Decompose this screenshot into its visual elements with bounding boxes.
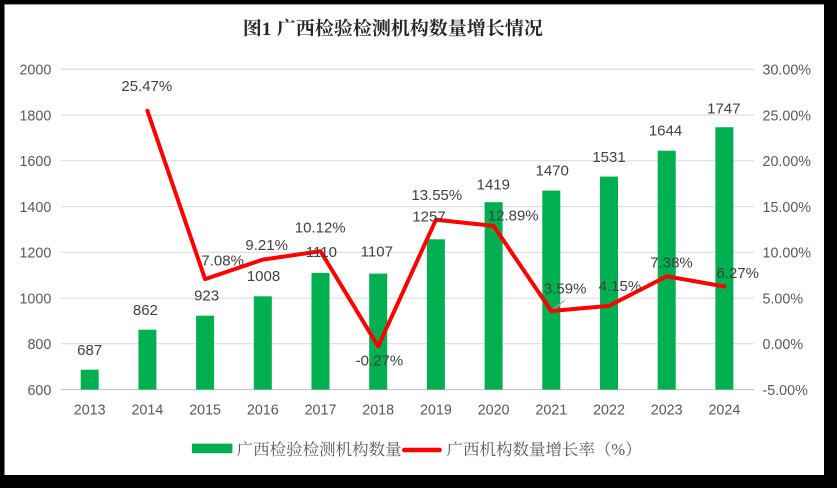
svg-text:1000: 1000 [19, 291, 51, 307]
svg-text:7.08%: 7.08% [201, 253, 244, 270]
svg-text:1: 1 [262, 19, 272, 40]
svg-text:0.00%: 0.00% [763, 337, 804, 353]
svg-text:-5.00%: -5.00% [763, 383, 809, 399]
svg-text:10.12%: 10.12% [295, 220, 346, 237]
svg-text:862: 862 [133, 302, 158, 319]
svg-text:%: % [611, 440, 625, 459]
svg-text:1470: 1470 [536, 163, 569, 180]
svg-text:12.89%: 12.89% [488, 208, 539, 225]
svg-text:25.00%: 25.00% [763, 108, 812, 124]
svg-text:7.38%: 7.38% [650, 255, 693, 272]
svg-text:2019: 2019 [420, 403, 452, 419]
svg-text:1107: 1107 [361, 244, 393, 261]
svg-text:2013: 2013 [74, 403, 106, 419]
svg-text:687: 687 [77, 342, 102, 359]
svg-text:4.15%: 4.15% [599, 278, 642, 295]
svg-text:1400: 1400 [19, 200, 51, 216]
svg-text:10.00%: 10.00% [763, 246, 812, 262]
svg-text:1200: 1200 [19, 246, 51, 262]
svg-text:1747: 1747 [707, 100, 740, 117]
svg-text:2016: 2016 [247, 403, 279, 419]
svg-text:20.00%: 20.00% [763, 154, 812, 170]
svg-text:-0.27%: -0.27% [356, 353, 404, 370]
svg-text:25.47%: 25.47% [121, 78, 172, 95]
svg-text:13.55%: 13.55% [411, 187, 462, 204]
svg-text:2021: 2021 [535, 403, 567, 419]
svg-text:1110: 1110 [306, 244, 337, 261]
svg-text:2020: 2020 [478, 403, 510, 419]
svg-text:30.00%: 30.00% [763, 63, 812, 79]
svg-text:1419: 1419 [477, 177, 510, 194]
svg-text:2014: 2014 [131, 403, 163, 419]
svg-text:9.21%: 9.21% [245, 237, 288, 254]
svg-text:5.00%: 5.00% [763, 291, 804, 307]
svg-text:2017: 2017 [305, 403, 337, 419]
svg-text:2018: 2018 [362, 403, 394, 419]
svg-text:3.59%: 3.59% [544, 281, 587, 298]
svg-text:15.00%: 15.00% [763, 200, 812, 216]
svg-text:800: 800 [27, 337, 51, 353]
svg-text:1800: 1800 [19, 108, 51, 124]
svg-text:2024: 2024 [708, 403, 740, 419]
svg-text:1531: 1531 [592, 149, 625, 166]
svg-text:1644: 1644 [649, 123, 682, 140]
svg-text:1257: 1257 [412, 208, 445, 225]
svg-text:600: 600 [27, 383, 51, 399]
svg-text:1008: 1008 [247, 268, 280, 285]
svg-text:2022: 2022 [593, 403, 625, 419]
svg-text:2015: 2015 [189, 403, 221, 419]
svg-text:923: 923 [194, 288, 219, 305]
svg-text:6.27%: 6.27% [716, 265, 759, 282]
svg-text:1600: 1600 [19, 154, 51, 170]
svg-text:2023: 2023 [651, 403, 683, 419]
svg-text:2000: 2000 [19, 63, 51, 79]
